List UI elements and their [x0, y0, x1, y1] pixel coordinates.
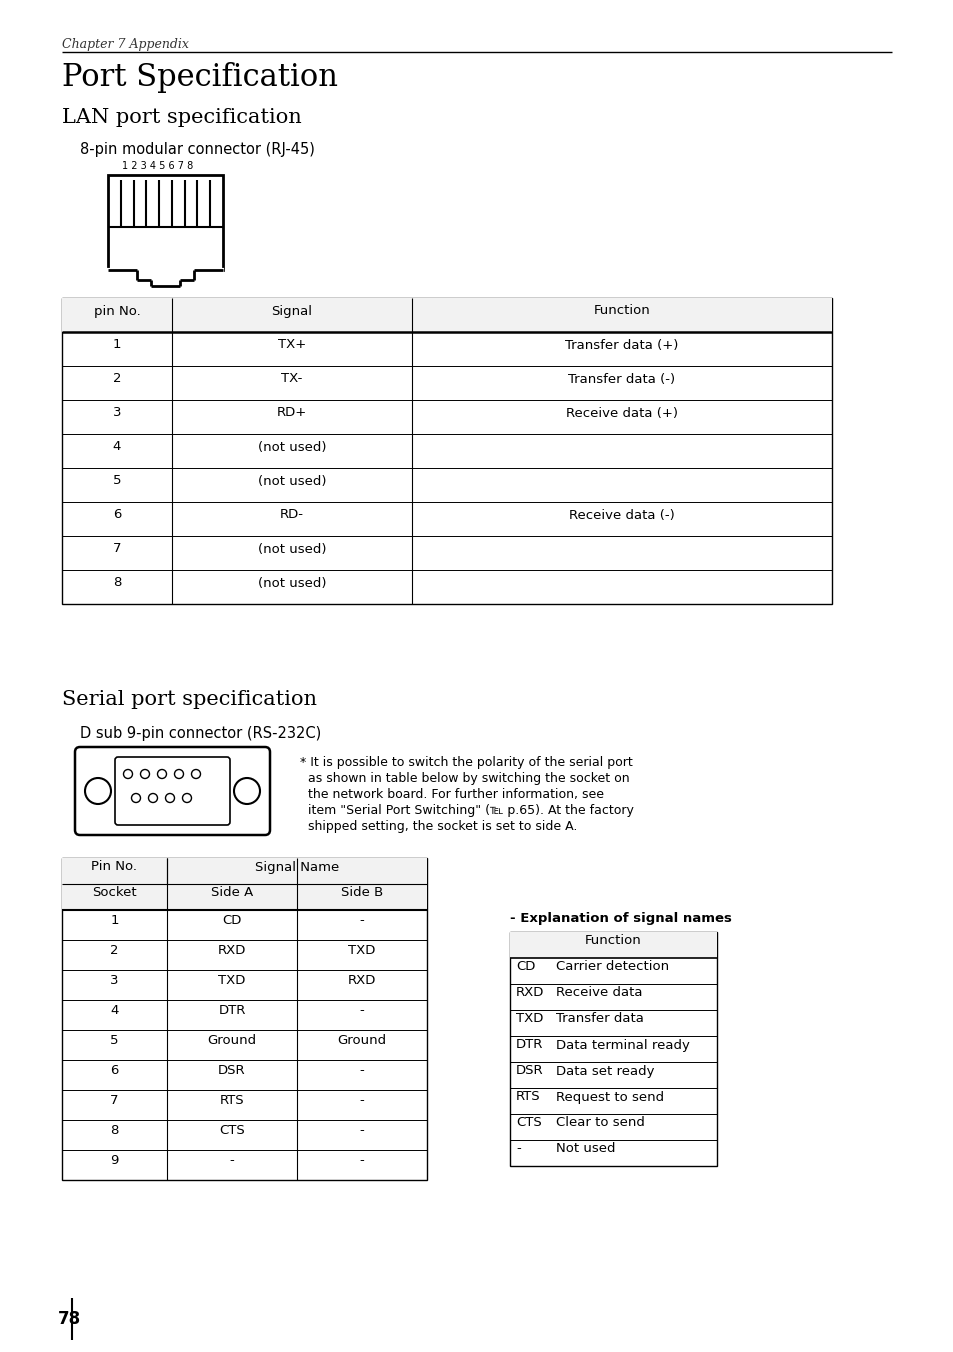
- Text: RD-: RD-: [280, 508, 304, 522]
- Text: Pin No.: Pin No.: [91, 860, 137, 873]
- Text: Data terminal ready: Data terminal ready: [556, 1038, 689, 1052]
- Text: CTS: CTS: [219, 1125, 245, 1137]
- Text: 8: 8: [112, 576, 121, 589]
- Text: Request to send: Request to send: [556, 1091, 663, 1103]
- Text: 6: 6: [111, 1064, 118, 1078]
- Text: -: -: [516, 1142, 520, 1156]
- FancyBboxPatch shape: [115, 757, 230, 825]
- Text: Port Specification: Port Specification: [62, 62, 337, 93]
- Text: D sub 9-pin connector (RS-232C): D sub 9-pin connector (RS-232C): [80, 726, 321, 741]
- Text: -: -: [359, 914, 364, 927]
- Text: RD+: RD+: [276, 407, 307, 419]
- Bar: [108, 174, 223, 270]
- Text: pin No.: pin No.: [93, 304, 140, 318]
- Text: 4: 4: [112, 441, 121, 453]
- Text: LAN port specification: LAN port specification: [62, 108, 301, 127]
- Text: 4: 4: [111, 1005, 118, 1018]
- Text: 7: 7: [112, 542, 121, 556]
- Text: -: -: [359, 1095, 364, 1107]
- Text: 5: 5: [112, 475, 121, 488]
- Text: CD: CD: [516, 960, 535, 973]
- Text: Carrier detection: Carrier detection: [556, 960, 668, 973]
- Text: 2: 2: [112, 373, 121, 385]
- Text: Clear to send: Clear to send: [556, 1117, 644, 1129]
- Text: Transfer data (+): Transfer data (+): [565, 338, 678, 352]
- Text: TX+: TX+: [277, 338, 306, 352]
- Text: Transfer data: Transfer data: [556, 1013, 643, 1026]
- Text: Function: Function: [584, 934, 641, 948]
- Text: Receive data (-): Receive data (-): [569, 508, 674, 522]
- Text: (not used): (not used): [257, 475, 326, 488]
- Text: DTR: DTR: [516, 1038, 543, 1052]
- Text: DTR: DTR: [218, 1005, 246, 1018]
- Bar: [62, 859, 427, 884]
- Text: (not used): (not used): [257, 542, 326, 556]
- Text: 1 2 3 4 5 6 7 8: 1 2 3 4 5 6 7 8: [122, 161, 193, 170]
- Text: CD: CD: [222, 914, 241, 927]
- Text: 3: 3: [111, 975, 118, 987]
- Text: DSR: DSR: [218, 1064, 246, 1078]
- Text: 9: 9: [111, 1155, 118, 1168]
- Text: item "Serial Port Switching" (℡ p.65). At the factory: item "Serial Port Switching" (℡ p.65). A…: [299, 804, 633, 817]
- Text: the network board. For further information, see: the network board. For further informati…: [299, 788, 603, 800]
- Text: RTS: RTS: [516, 1091, 540, 1103]
- Text: Data set ready: Data set ready: [556, 1064, 654, 1078]
- Text: Side A: Side A: [211, 887, 253, 899]
- Text: 1: 1: [112, 338, 121, 352]
- Bar: [62, 859, 427, 1180]
- Text: TX-: TX-: [281, 373, 302, 385]
- Text: -: -: [359, 1064, 364, 1078]
- Bar: [510, 932, 717, 959]
- Bar: [62, 297, 831, 333]
- Text: TXD: TXD: [218, 975, 246, 987]
- Text: 3: 3: [112, 407, 121, 419]
- Text: Receive data (+): Receive data (+): [565, 407, 678, 419]
- Text: Socket: Socket: [92, 887, 136, 899]
- Text: Chapter 7 Appendix: Chapter 7 Appendix: [62, 38, 189, 51]
- Text: - Explanation of signal names: - Explanation of signal names: [510, 913, 731, 925]
- Text: RXD: RXD: [348, 975, 375, 987]
- Text: DSR: DSR: [516, 1064, 543, 1078]
- Text: (not used): (not used): [257, 576, 326, 589]
- Text: 2: 2: [111, 945, 118, 957]
- Text: 7: 7: [111, 1095, 118, 1107]
- Text: 8: 8: [111, 1125, 118, 1137]
- Text: -: -: [359, 1155, 364, 1168]
- Text: Transfer data (-): Transfer data (-): [568, 373, 675, 385]
- Text: Receive data: Receive data: [556, 987, 641, 999]
- Bar: [510, 932, 717, 1165]
- Text: as shown in table below by switching the socket on: as shown in table below by switching the…: [299, 772, 629, 786]
- Text: -: -: [359, 1005, 364, 1018]
- Text: RTS: RTS: [219, 1095, 244, 1107]
- Text: Signal: Signal: [272, 304, 313, 318]
- Text: Serial port specification: Serial port specification: [62, 690, 316, 708]
- Text: RXD: RXD: [516, 987, 544, 999]
- Text: shipped setting, the socket is set to side A.: shipped setting, the socket is set to si…: [299, 821, 577, 833]
- Text: TXD: TXD: [348, 945, 375, 957]
- FancyBboxPatch shape: [75, 748, 270, 836]
- Bar: [62, 297, 831, 604]
- Text: Ground: Ground: [337, 1034, 386, 1048]
- Text: Signal Name: Signal Name: [254, 860, 338, 873]
- Text: -: -: [230, 1155, 234, 1168]
- Text: Ground: Ground: [207, 1034, 256, 1048]
- Text: 6: 6: [112, 508, 121, 522]
- Text: CTS: CTS: [516, 1117, 541, 1129]
- Text: TXD: TXD: [516, 1013, 543, 1026]
- Text: * It is possible to switch the polarity of the serial port: * It is possible to switch the polarity …: [299, 756, 632, 769]
- Text: 1: 1: [111, 914, 118, 927]
- Text: Function: Function: [593, 304, 650, 318]
- Bar: [62, 884, 427, 910]
- Text: Side B: Side B: [340, 887, 383, 899]
- Text: (not used): (not used): [257, 441, 326, 453]
- Text: 8-pin modular connector (RJ-45): 8-pin modular connector (RJ-45): [80, 142, 314, 157]
- Text: 78: 78: [58, 1310, 81, 1328]
- Text: RXD: RXD: [217, 945, 246, 957]
- Text: -: -: [359, 1125, 364, 1137]
- Text: Not used: Not used: [556, 1142, 615, 1156]
- Text: 5: 5: [111, 1034, 118, 1048]
